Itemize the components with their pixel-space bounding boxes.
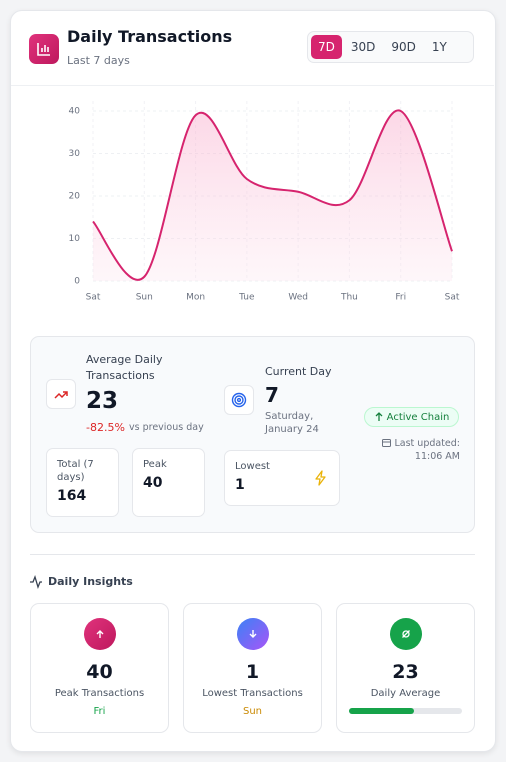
- insight-note: Sun: [242, 706, 263, 717]
- range-button[interactable]: 1Y: [431, 40, 447, 54]
- progress-track: [349, 708, 462, 714]
- insight-value: 1: [245, 661, 260, 683]
- target-icon: [224, 385, 254, 415]
- current-value: 7: [265, 383, 279, 407]
- stat-value: 164: [57, 488, 87, 504]
- y-tick-label: 10: [69, 234, 81, 244]
- icon: [37, 43, 50, 56]
- x-tick-label: Fri: [395, 293, 406, 303]
- progress-fill: [349, 708, 414, 714]
- y-tick-label: 40: [69, 107, 81, 117]
- icon: [231, 392, 247, 408]
- status-badge: Active Chain: [364, 407, 459, 427]
- stat-label: Total (7 days): [57, 459, 94, 483]
- pulse-icon: [30, 575, 42, 589]
- range-button[interactable]: 7D: [311, 35, 342, 59]
- x-tick-label: Sat: [445, 293, 460, 303]
- chart: 0 10 20 30 40 Sat Sun Mon Tue Wed Thu Fri Sat: [69, 101, 460, 303]
- change-note: vs previous day: [129, 422, 204, 433]
- range-selector: 7D 30D 90D 1Y: [307, 31, 474, 63]
- stat-box: Peak 40: [132, 448, 205, 517]
- bolt-icon: [315, 470, 326, 486]
- range-button[interactable]: 30D: [350, 40, 376, 54]
- insight-label: Peak Transactions: [54, 688, 145, 699]
- divider: [30, 554, 475, 555]
- insight-icon: [389, 618, 422, 650]
- insight-icon: [236, 618, 269, 650]
- average-label: Average Daily Transactions: [86, 353, 163, 382]
- range-button[interactable]: 90D: [391, 40, 416, 54]
- insight-label: Lowest Transactions: [202, 688, 303, 699]
- average-value: 23: [86, 388, 119, 414]
- stat-box: Total (7 days) 164: [46, 448, 119, 517]
- status-text: Active Chain: [386, 411, 450, 423]
- insight-card: 1 Lowest Transactions Sun: [183, 603, 322, 733]
- icon: [96, 630, 103, 638]
- stat-value: 40: [143, 475, 163, 491]
- insight-note: Fri: [93, 706, 106, 717]
- icon: [382, 439, 392, 447]
- current-date: Saturday, January 24: [265, 411, 319, 435]
- title: Daily Transactions: [67, 27, 233, 46]
- x-tick-label: Sun: [136, 293, 153, 303]
- stat-value: 1: [235, 477, 245, 493]
- insight-value: 23: [392, 661, 419, 683]
- y-tick-label: 20: [69, 192, 81, 202]
- header-icon: [29, 34, 59, 64]
- x-tick-label: Mon: [186, 293, 205, 303]
- last-updated: Last updated: 11:06 AM: [380, 437, 460, 463]
- x-tick-label: Thu: [340, 293, 358, 303]
- y-tick-label: 0: [74, 277, 80, 287]
- insight-label: Daily Average: [370, 688, 441, 699]
- stat-label: Lowest: [235, 461, 270, 472]
- line: [92, 109, 453, 281]
- divider: [11, 85, 494, 86]
- insights-title: Daily Insights: [48, 575, 133, 588]
- subtitle: Last 7 days: [67, 54, 130, 67]
- icon: [375, 412, 383, 421]
- insight-card: 40 Peak Transactions Fri: [30, 603, 169, 733]
- stat-box: Lowest 1: [224, 450, 340, 506]
- x-tick-label: Tue: [238, 293, 255, 303]
- x-tick-label: Wed: [288, 293, 308, 303]
- current-label: Current Day: [265, 365, 332, 378]
- icon: [249, 630, 256, 638]
- average-change: -82.5%: [86, 421, 125, 434]
- icon: [54, 391, 68, 399]
- area-fill: [93, 110, 452, 281]
- stat-label: Peak: [143, 459, 167, 470]
- insight-value: 40: [86, 661, 113, 683]
- insight-card: 23 Daily Average: [336, 603, 475, 733]
- icon: [401, 630, 410, 638]
- insight-icon: [83, 618, 116, 650]
- x-tick-label: Sat: [86, 293, 101, 303]
- last-updated-text: Last updated: 11:06 AM: [394, 438, 460, 462]
- trend-icon: [46, 379, 76, 409]
- y-tick-label: 30: [69, 149, 81, 159]
